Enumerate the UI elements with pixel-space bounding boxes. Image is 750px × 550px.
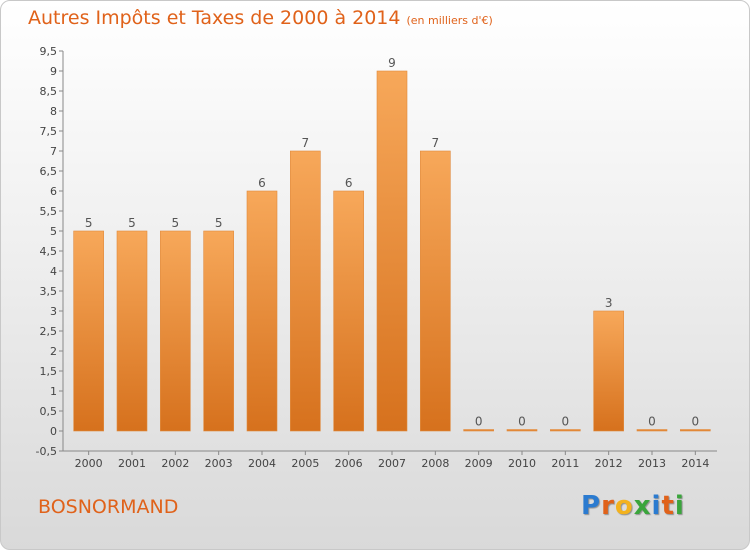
data-label-2000: 5	[85, 216, 93, 230]
x-tick-label-2012: 2012	[595, 457, 623, 470]
y-tick-label: 0,5	[40, 405, 58, 418]
x-tick-label-2001: 2001	[118, 457, 146, 470]
bar-2003	[203, 230, 234, 432]
y-tick-label: 1,5	[40, 365, 58, 378]
data-label-2001: 5	[128, 216, 136, 230]
y-tick-label: 9	[50, 65, 57, 78]
y-tick-label: 7	[50, 145, 57, 158]
logo-letter: i	[674, 491, 685, 521]
x-tick-label-2009: 2009	[465, 457, 493, 470]
y-tick-label: 4,5	[40, 245, 58, 258]
x-tick-label-2003: 2003	[205, 457, 233, 470]
y-tick-label: 5	[50, 225, 57, 238]
bar-2010	[506, 429, 538, 432]
x-tick-label-2013: 2013	[638, 457, 666, 470]
x-tick-label-2010: 2010	[508, 457, 536, 470]
data-label-2009: 0	[475, 415, 483, 429]
data-label-2008: 7	[432, 136, 440, 150]
y-tick-label: 8,5	[40, 85, 58, 98]
data-label-2011: 0	[562, 415, 570, 429]
bar-group	[73, 70, 711, 432]
y-tick-label: 5,5	[40, 205, 58, 218]
x-tick-label-2002: 2002	[161, 457, 189, 470]
logo-letter: o	[614, 491, 634, 521]
bar-2011	[550, 429, 581, 432]
data-label-2012: 3	[605, 296, 613, 310]
x-tick-label-2007: 2007	[378, 457, 406, 470]
bar-2000	[73, 230, 104, 432]
y-tick-label: 0	[50, 425, 57, 438]
x-tick-label-2000: 2000	[75, 457, 103, 470]
x-tick-label-2014: 2014	[681, 457, 709, 470]
data-label-group: 5 5 5 5 6 7 6 9 7 0 0 0 3 0 0	[85, 56, 699, 429]
chart-unit-label: (en milliers d'€)	[406, 14, 493, 27]
axis-group: -0,5 0 0,5 1 1,5 2 2,5 3 3,5 4 4,5 5 5,5 6 6,5 7 7,5 8 8,5…	[36, 45, 717, 470]
data-label-2014: 0	[692, 415, 700, 429]
bar-2013	[636, 429, 668, 432]
data-label-2004: 6	[258, 176, 266, 190]
y-tick-label: 7,5	[40, 125, 58, 138]
data-label-2007: 9	[388, 56, 396, 70]
bar-2001	[116, 230, 148, 432]
proxiti-logo[interactable]: Proxiti	[581, 491, 685, 521]
bar-2007	[376, 70, 408, 432]
y-tick-label: 3,5	[40, 285, 58, 298]
y-tick-label: 2	[50, 345, 57, 358]
x-tick-label-2005: 2005	[291, 457, 319, 470]
bar-2002	[160, 230, 191, 432]
bar-2005	[290, 150, 321, 432]
y-tick-label: 9,5	[40, 45, 58, 58]
logo-letter: x	[633, 491, 652, 521]
data-label-2002: 5	[172, 216, 180, 230]
data-label-2006: 6	[345, 176, 353, 190]
y-tick-label: 3	[50, 305, 57, 318]
y-tick-label: 6,5	[40, 165, 58, 178]
bar-2014	[680, 429, 711, 432]
logo-letter: t	[661, 491, 675, 521]
data-label-2013: 0	[648, 415, 656, 429]
bar-2006	[333, 190, 364, 432]
bar-2012	[593, 310, 624, 432]
chart-title-text: Autres Impôts et Taxes de 2000 à 2014	[28, 7, 401, 29]
y-tick-label: -0,5	[36, 445, 57, 458]
logo-letter: P	[581, 491, 602, 521]
bar-2009	[463, 429, 494, 432]
x-tick-label-2008: 2008	[421, 457, 449, 470]
logo-letter: i	[651, 491, 662, 521]
bar-2004	[246, 190, 278, 432]
bar-2008	[420, 150, 451, 432]
data-label-2003: 5	[215, 216, 223, 230]
y-tick-label: 2,5	[40, 325, 58, 338]
commune-name: BOSNORMAND	[38, 496, 179, 518]
chart-title: Autres Impôts et Taxes de 2000 à 2014 (en…	[28, 7, 493, 29]
data-label-2010: 0	[518, 415, 526, 429]
data-label-2005: 7	[302, 136, 310, 150]
x-tick-label-2011: 2011	[551, 457, 579, 470]
x-tick-label-2006: 2006	[335, 457, 363, 470]
y-tick-label: 8	[50, 105, 57, 118]
y-tick-label: 6	[50, 185, 57, 198]
y-tick-label: 1	[50, 385, 57, 398]
y-tick-label: 4	[50, 265, 57, 278]
x-tick-label-2004: 2004	[248, 457, 276, 470]
logo-letter: r	[601, 491, 615, 521]
